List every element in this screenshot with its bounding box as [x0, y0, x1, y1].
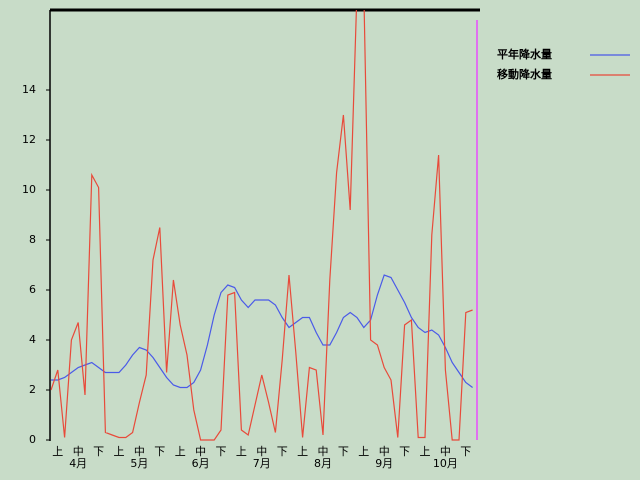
x-tick-label: 中: [379, 445, 390, 458]
month-label: 4月: [69, 457, 87, 470]
x-tick-label: 下: [277, 445, 288, 458]
y-tick-label: 2: [29, 383, 36, 396]
month-label: 6月: [192, 457, 210, 470]
x-tick-label: 上: [175, 445, 186, 458]
series-line: [50, 10, 473, 441]
month-label: 10月: [433, 457, 458, 470]
y-tick-label: 12: [22, 133, 36, 146]
x-tick-label: 上: [297, 445, 308, 458]
x-tick-label: 中: [73, 445, 84, 458]
x-tick-label: 下: [154, 445, 165, 458]
y-tick-label: 8: [29, 233, 36, 246]
x-tick-label: 中: [256, 445, 267, 458]
x-tick-label: 上: [114, 445, 125, 458]
x-tick-label: 中: [318, 445, 329, 458]
month-label: 9月: [375, 457, 393, 470]
x-tick-label: 下: [216, 445, 227, 458]
y-tick-label: 14: [22, 83, 36, 96]
x-tick-label: 中: [195, 445, 206, 458]
x-tick-label: 上: [236, 445, 247, 458]
x-tick-label: 下: [93, 445, 104, 458]
y-tick-label: 4: [29, 333, 36, 346]
x-tick-label: 下: [338, 445, 349, 458]
x-tick-label: 中: [440, 445, 451, 458]
y-tick-label: 10: [22, 183, 36, 196]
plot-area: [50, 10, 473, 441]
y-tick-label: 6: [29, 283, 36, 296]
legend-label: 平年降水量: [497, 47, 552, 61]
month-label: 5月: [130, 457, 148, 470]
x-tick-label: 下: [399, 445, 410, 458]
x-tick-label: 下: [460, 445, 471, 458]
x-tick-label: 中: [134, 445, 145, 458]
x-tick-label: 上: [52, 445, 63, 458]
series-line: [51, 274, 473, 389]
x-tick-label: 上: [420, 445, 431, 458]
x-tick-label: 上: [358, 445, 369, 458]
month-label: 7月: [253, 457, 271, 470]
month-label: 8月: [314, 457, 332, 470]
y-tick-label: 0: [29, 433, 36, 446]
legend-label: 移動降水量: [497, 67, 552, 81]
